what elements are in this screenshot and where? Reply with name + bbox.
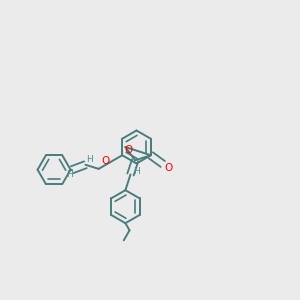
- Text: H: H: [67, 170, 73, 179]
- Text: H: H: [86, 155, 92, 164]
- Text: O: O: [164, 163, 172, 173]
- Text: H: H: [133, 167, 140, 176]
- Text: O: O: [125, 145, 133, 155]
- Text: O: O: [102, 156, 110, 166]
